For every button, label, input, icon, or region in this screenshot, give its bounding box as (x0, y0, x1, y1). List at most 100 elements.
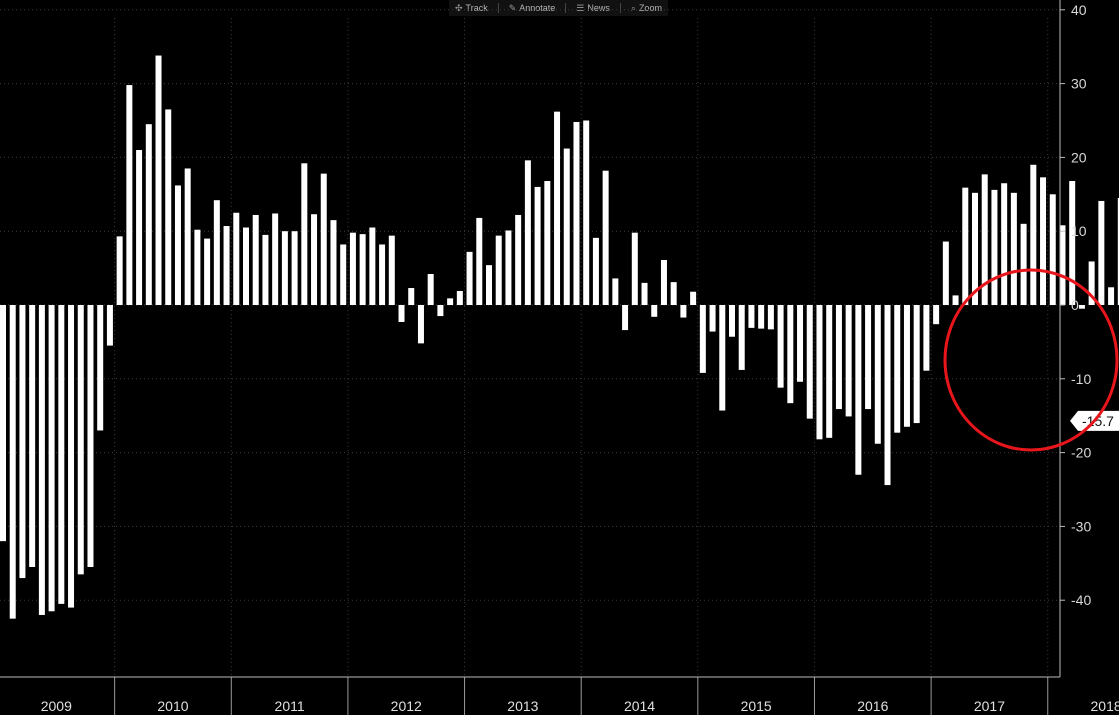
bar (816, 305, 823, 440)
bar (894, 305, 901, 433)
bar (204, 238, 211, 305)
bar (748, 305, 755, 328)
bar (884, 305, 891, 486)
bar (466, 251, 473, 305)
toolbar-zoom-label: Zoom (638, 3, 662, 13)
bar (787, 305, 794, 404)
bar-series (0, 55, 1119, 619)
bar (981, 174, 988, 305)
x-tick-label: 2009 (41, 698, 72, 714)
bar (505, 230, 512, 305)
bar (1117, 197, 1119, 305)
bar (456, 290, 463, 305)
bar (1040, 177, 1047, 305)
bar (87, 305, 94, 567)
y-axis-ticks: 40 30 20 10 0 -10 -20 -30 -40 (1060, 2, 1091, 608)
bar (68, 305, 75, 608)
y-tick-label: -40 (1071, 592, 1091, 608)
y-tick-label: 0 (1071, 297, 1079, 313)
bar (826, 305, 833, 438)
bar (398, 305, 405, 322)
bar (311, 214, 318, 305)
bar (660, 259, 667, 305)
bar (379, 244, 386, 305)
bar (1049, 194, 1056, 305)
bar (165, 109, 172, 306)
bar (388, 235, 395, 305)
bar (515, 214, 522, 305)
bar (106, 305, 113, 346)
bar (9, 305, 16, 619)
bar (651, 305, 658, 317)
x-tick-label: 2015 (741, 698, 772, 714)
bar (281, 231, 288, 305)
bar (320, 173, 327, 305)
bar (855, 305, 862, 475)
bar (29, 305, 36, 567)
x-tick-label: 2014 (624, 698, 655, 714)
bar (1059, 225, 1066, 305)
bar (1001, 183, 1008, 305)
bar (1030, 164, 1037, 305)
bar (38, 305, 45, 615)
bar (291, 231, 298, 305)
bar (116, 236, 123, 305)
bar (680, 305, 687, 318)
toolbar-news-button[interactable]: ☰ News (576, 3, 610, 14)
bar (301, 163, 308, 305)
bar (544, 181, 551, 305)
bar (690, 291, 697, 305)
bar (573, 121, 580, 305)
y-tick-label: -20 (1071, 445, 1091, 461)
bar (97, 305, 104, 431)
bar (194, 229, 201, 305)
toolbar-annotate-button[interactable]: ✎ Annotate (509, 3, 556, 14)
bar (136, 150, 143, 305)
x-tick-label: 2018 (1091, 698, 1119, 714)
bar (972, 192, 978, 305)
bar (155, 55, 162, 305)
bar (213, 200, 220, 305)
bar (1069, 181, 1076, 305)
bar (0, 305, 6, 542)
bar (923, 305, 930, 371)
bar (359, 234, 366, 305)
bar (534, 186, 541, 305)
bar (1088, 261, 1095, 305)
bar (592, 237, 599, 305)
bar (865, 305, 872, 410)
x-tick-label: 2013 (507, 698, 538, 714)
bar (486, 265, 492, 305)
bar (243, 227, 249, 305)
bar (563, 148, 570, 305)
x-tick-label: 2010 (157, 698, 188, 714)
toolbar-annotate-label: Annotate (519, 3, 556, 13)
x-axis-years: 2009 2010 2011 2012 2013 2014 2015 2016 2017 2018… (41, 698, 1119, 714)
bar (447, 298, 454, 305)
chart-toolbar: ✣ Track ✎ Annotate ☰ News ⌕ Zoom (449, 0, 668, 16)
y-tick-label: -10 (1071, 371, 1091, 387)
bar (223, 226, 230, 305)
bar (77, 305, 84, 575)
bar (262, 234, 269, 305)
toolbar-news-label: News (587, 3, 610, 13)
toolbar-separator (497, 3, 499, 13)
y-tick-label: -30 (1071, 518, 1091, 534)
bar (48, 305, 55, 612)
y-tick-label: 10 (1071, 223, 1087, 239)
bar (417, 305, 424, 344)
bar (349, 232, 356, 305)
bar (670, 282, 677, 305)
bar (729, 305, 735, 337)
bar (126, 85, 133, 306)
y-tick-label: 40 (1071, 2, 1087, 18)
bar (962, 187, 969, 305)
bar (408, 288, 415, 305)
toolbar-track-button[interactable]: ✣ Track (455, 3, 488, 14)
bar (719, 305, 726, 411)
bar (1078, 305, 1085, 309)
y-tick-label: 30 (1071, 76, 1087, 92)
bar (612, 278, 619, 305)
toolbar-zoom-button[interactable]: ⌕ Zoom (631, 3, 662, 14)
